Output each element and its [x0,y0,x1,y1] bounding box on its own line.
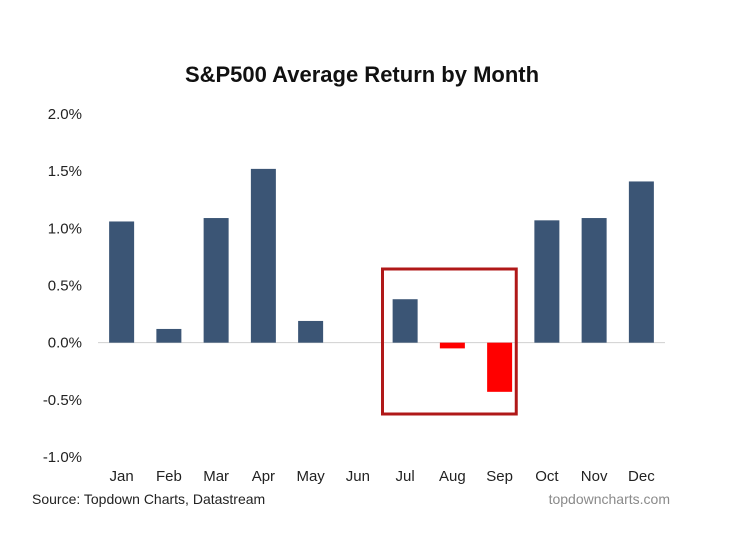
y-tick-label: 1.5% [48,163,82,180]
chart-title: S&P500 Average Return by Month [185,62,539,87]
x-tick-label: May [296,468,325,485]
bar-oct [534,220,560,343]
y-tick-label: 0.0% [48,335,82,352]
x-axis-ticks: Jan Feb Mar Apr May Jun Jul Aug Sep Oct Nov Dec [110,468,656,485]
x-tick-label: Sep [486,468,513,485]
y-tick-label: 0.5% [48,278,82,295]
x-tick-label: Dec [628,468,655,485]
x-tick-label: Aug [439,468,466,485]
source-note: Source: Topdown Charts, Datastream [32,491,266,507]
bar-dec [628,181,654,343]
x-tick-label: Feb [156,468,182,485]
bar-sep [487,342,513,392]
x-tick-label: Nov [581,468,608,485]
bar-nov [581,218,607,343]
bar-mar [203,218,229,343]
bars [109,168,654,392]
x-tick-label: Mar [203,468,229,485]
x-tick-label: Jun [346,468,370,485]
y-tick-label: 2.0% [48,106,82,123]
x-tick-label: Apr [252,468,275,485]
bar-feb [156,328,182,343]
bar-may [298,320,324,343]
x-tick-label: Oct [535,468,559,485]
x-tick-label: Jul [396,468,415,485]
bar-jan [109,221,135,343]
bar-apr [250,168,276,343]
y-axis-ticks: 2.0% 1.5% 1.0% 0.5% 0.0% -0.5% -1.0% [43,106,82,466]
bar-aug [439,342,465,349]
x-tick-label: Jan [110,468,134,485]
bar-jul [392,299,418,343]
watermark: topdowncharts.com [548,491,670,507]
highlight-box [381,267,518,416]
y-tick-label: 1.0% [48,220,82,237]
y-tick-label: -0.5% [43,392,82,409]
y-tick-label: -1.0% [43,449,82,466]
